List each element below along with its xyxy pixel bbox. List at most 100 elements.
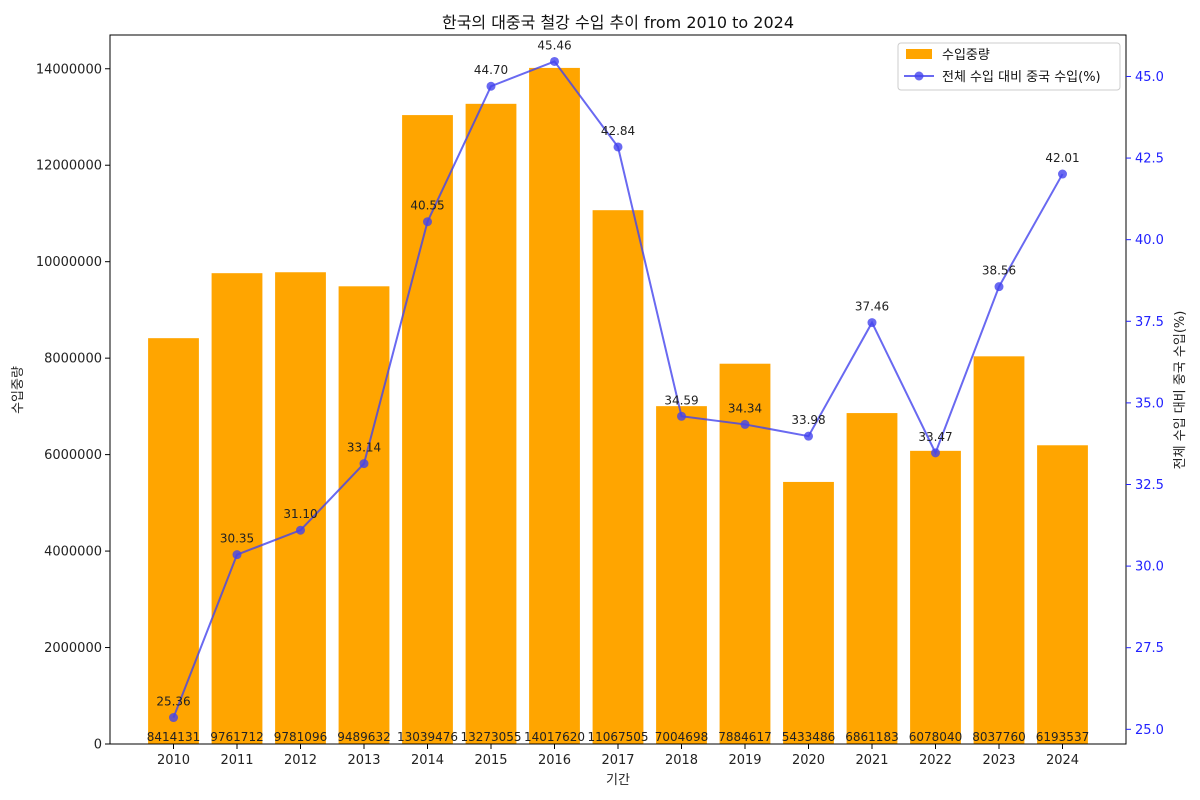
y-tick-label: 14000000: [36, 62, 102, 77]
bar: [783, 481, 834, 744]
x-tick-label: 2014: [411, 753, 444, 768]
legend-label-bar: 수입중량: [942, 48, 990, 63]
bar-value-label: 5433486: [782, 730, 835, 744]
line-point: [740, 419, 750, 429]
bar: [1037, 445, 1088, 744]
y2-tick-label: 45.0: [1135, 70, 1164, 85]
x-tick-label: 2019: [728, 753, 761, 768]
line-point: [296, 525, 305, 535]
legend-swatch-marker: [914, 71, 924, 81]
point-value-label: 31.10: [283, 507, 317, 521]
y-tick-label: 2000000: [44, 641, 102, 656]
bar-value-label: 9781096: [274, 730, 327, 744]
y2-tick-label: 32.5: [1135, 478, 1164, 493]
y2-tick-label: 30.0: [1135, 560, 1164, 575]
line-point: [804, 431, 813, 441]
x-tick-label: 2011: [220, 753, 253, 768]
point-value-label: 25.36: [156, 695, 190, 709]
bar-value-label: 7884617: [718, 730, 771, 744]
x-tick-label: 2012: [284, 753, 317, 768]
bar-value-label: 9489632: [337, 730, 390, 744]
point-value-label: 34.59: [664, 393, 698, 407]
bar-value-label: 6861183: [845, 730, 898, 744]
line-point: [677, 411, 686, 421]
bar-value-label: 11067505: [587, 730, 648, 744]
y2-tick-label: 27.5: [1135, 641, 1164, 656]
x-tick-label: 2010: [157, 753, 190, 768]
line-point: [486, 81, 496, 91]
bar-value-label: 7004698: [655, 730, 708, 744]
point-value-label: 38.56: [982, 264, 1016, 278]
line-point: [931, 448, 940, 458]
point-value-label: 44.70: [474, 63, 508, 77]
y-tick-label: 8000000: [44, 352, 102, 367]
bar-value-label: 8414131: [147, 730, 200, 744]
line-point: [1058, 169, 1067, 179]
line-point: [613, 142, 623, 152]
x-tick-label: 2023: [982, 753, 1015, 768]
bar: [338, 286, 390, 744]
bar-value-label: 13273055: [460, 730, 521, 744]
x-axis-label: 기간: [606, 773, 630, 788]
point-value-label: 37.46: [855, 300, 889, 314]
y2-tick-label: 42.5: [1135, 152, 1164, 167]
line-point: [994, 282, 1004, 292]
bar: [275, 272, 326, 744]
y-tick-label: 4000000: [44, 545, 102, 560]
x-tick-label: 2021: [855, 753, 888, 768]
x-tick-label: 2016: [538, 753, 571, 768]
chart-title: 한국의 대중국 철강 수입 추이 from 2010 to 2024: [442, 13, 794, 32]
point-value-label: 30.35: [220, 532, 254, 546]
bar-value-label: 9761712: [210, 730, 263, 744]
legend-label-line: 전체 수입 대비 중국 수입(%): [942, 70, 1101, 85]
point-value-label: 33.14: [347, 441, 381, 455]
y-tick-label: 6000000: [44, 448, 102, 463]
point-value-label: 34.34: [728, 401, 762, 415]
y-tick-label: 0: [94, 738, 102, 753]
bar: [910, 450, 961, 744]
bar: [973, 356, 1025, 744]
x-tick-label: 2020: [792, 753, 825, 768]
line-point: [550, 56, 559, 66]
point-value-label: 33.47: [918, 430, 952, 444]
bar: [465, 103, 517, 744]
legend-swatch-bar: [906, 49, 932, 59]
line-point: [867, 318, 877, 328]
x-tick-label: 2024: [1046, 753, 1079, 768]
y2-tick-label: 25.0: [1135, 723, 1164, 738]
y-tick-label: 12000000: [36, 159, 102, 174]
bar: [656, 406, 707, 744]
bar-value-label: 13039476: [397, 730, 458, 744]
bar: [529, 67, 580, 745]
point-value-label: 33.98: [791, 413, 825, 427]
x-tick-label: 2013: [347, 753, 380, 768]
bar: [592, 210, 644, 744]
line-point: [232, 550, 242, 560]
bar: [846, 413, 898, 744]
plot-area: 8414131 9761712 9781096 9489632 13039476 1327…: [36, 34, 1164, 768]
line-point: [423, 217, 432, 227]
bar-value-label: 6078040: [909, 730, 962, 744]
x-tick-label: 2018: [665, 753, 698, 768]
point-value-label: 45.46: [537, 38, 571, 52]
bar: [148, 338, 199, 744]
bar: [211, 273, 263, 744]
x-tick-label: 2015: [474, 753, 507, 768]
x-tick-label: 2022: [919, 753, 952, 768]
bar-value-label: 8037760: [972, 730, 1025, 744]
point-value-label: 40.55: [410, 199, 444, 213]
point-value-label: 42.84: [601, 124, 635, 138]
y2-tick-label: 40.0: [1135, 233, 1164, 248]
bar-value-label: 6193537: [1036, 730, 1089, 744]
y2-axis-label: 전체 수입 대비 중국 수입(%): [1173, 311, 1188, 470]
y-tick-label: 10000000: [36, 255, 102, 270]
y-axis-label: 수입중량: [11, 366, 26, 414]
y2-tick-label: 35.0: [1135, 396, 1164, 411]
legend-box: [897, 42, 1121, 91]
line-point: [359, 459, 369, 469]
line-point: [169, 713, 178, 723]
legend: 수입중량 전체 수입 대비 중국 수입(%): [897, 42, 1121, 91]
bar-value-label: 14017620: [524, 730, 585, 744]
point-value-label: 42.01: [1045, 151, 1079, 165]
